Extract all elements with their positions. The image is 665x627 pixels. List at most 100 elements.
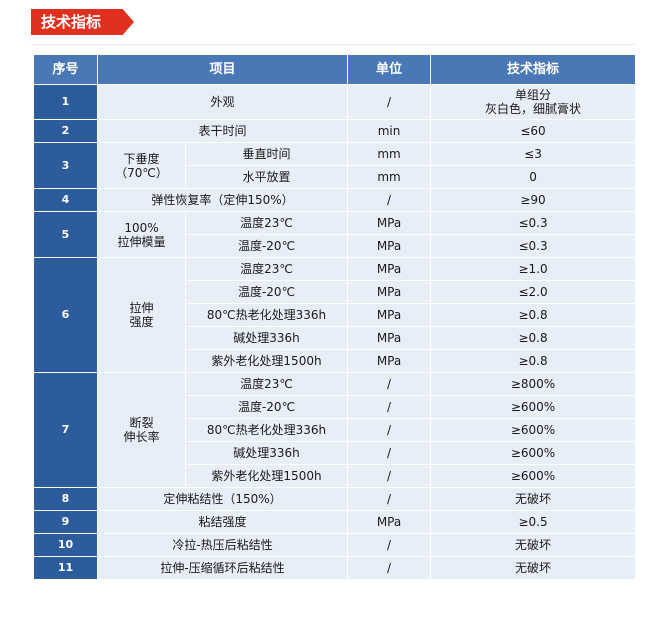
sub-unit: mm (347, 165, 432, 189)
row-spec: 无破坏 (430, 556, 637, 580)
table-row: 1 外观 / 单组分 灰白色，细腻膏状 (33, 84, 637, 120)
row-item: 拉伸-压缩循环后粘结性 (96, 556, 349, 580)
group-line: 强度 (129, 315, 154, 329)
row-number: 6 (33, 257, 98, 373)
row-unit: / (347, 84, 432, 120)
row-group: 拉伸 强度 (97, 257, 186, 373)
row-item: 表干时间 (96, 119, 349, 143)
row-unit: / (347, 188, 432, 212)
sub-item: 80℃热老化处理336h (184, 303, 349, 327)
sub-spec: 0 (430, 165, 637, 189)
row-number: 1 (33, 84, 98, 120)
sub-spec: ≤3 (430, 142, 637, 166)
row-number: 8 (33, 487, 98, 511)
sub-spec: ≥600% (430, 441, 637, 465)
row-spec: 无破坏 (430, 487, 637, 511)
spec-line: 单组分 (515, 88, 552, 102)
row-unit: min (347, 119, 432, 143)
row-unit: MPa (347, 510, 432, 534)
table-row: 紫外老化处理1500h / ≥600% (34, 464, 637, 488)
table-row: 80℃热老化处理336h / ≥600% (34, 418, 637, 442)
group-line: 拉伸模量 (117, 234, 166, 249)
sub-unit: / (347, 464, 432, 488)
group-line: 伸长率 (123, 430, 160, 444)
table-row: 9 粘结强度 MPa ≥0.5 (33, 510, 637, 534)
sub-item: 垂直时间 (184, 142, 349, 166)
group-line: 100% (124, 220, 159, 235)
sub-item: 紫外老化处理1500h (184, 349, 349, 373)
row-number: 9 (33, 510, 98, 534)
row-spec: ≥90 (430, 188, 637, 212)
sub-spec: ≥0.8 (430, 326, 637, 350)
sub-spec: ≥600% (430, 464, 637, 488)
sub-item: 温度23℃ (184, 257, 349, 281)
table-row: 4 弹性恢复率（定伸150%） / ≥90 (33, 188, 637, 212)
sub-spec: ≥800% (430, 372, 637, 396)
table-row: 碱处理336h MPa ≥0.8 (34, 326, 637, 350)
sub-item: 碱处理336h (184, 326, 349, 350)
row-group: 下垂度 （70℃） (97, 142, 186, 189)
table-row: 温度-20℃ MPa ≤2.0 (34, 280, 637, 304)
table-row: 8 定伸粘结性（150%） / 无破坏 (33, 487, 637, 511)
row-group: 断裂 伸长率 (97, 372, 186, 488)
sub-unit: MPa (347, 257, 432, 281)
sub-spec: ≤2.0 (430, 280, 637, 304)
row-number: 5 (33, 211, 98, 258)
spec-line: 灰白色，细腻膏状 (485, 102, 582, 116)
row-unit: / (347, 487, 432, 511)
table-row: 3 下垂度 （70℃） 垂直时间 mm ≤3 (33, 142, 637, 189)
sub-item: 温度23℃ (184, 211, 349, 235)
sub-unit: MPa (347, 303, 432, 327)
sub-item: 温度-20℃ (184, 395, 349, 419)
row-item: 冷拉-热压后粘结性 (96, 533, 349, 557)
group-line: 断裂 (129, 416, 154, 430)
sub-spec: ≥0.8 (430, 349, 637, 373)
table-row: 温度-20℃ / ≥600% (34, 395, 637, 419)
row-item: 弹性恢复率（定伸150%） (96, 188, 349, 212)
row-number: 4 (33, 188, 98, 212)
table-row: 10 冷拉-热压后粘结性 / 无破坏 (33, 533, 637, 557)
row-unit: / (347, 533, 432, 557)
row-spec: ≤60 (430, 119, 637, 143)
sub-unit: / (347, 395, 432, 419)
sub-unit: mm (347, 142, 432, 166)
table-row: 温度-20℃ MPa ≤0.3 (34, 234, 637, 258)
sub-spec: ≥600% (430, 395, 637, 419)
table-row: 2 表干时间 min ≤60 (33, 119, 637, 143)
row-group: 100% 拉伸模量 (97, 211, 186, 258)
row-number: 7 (33, 372, 98, 488)
sub-unit: / (347, 441, 432, 465)
sub-item: 80℃热老化处理336h (184, 418, 349, 442)
row-item: 外观 (96, 84, 349, 120)
row-number: 2 (33, 119, 98, 143)
sub-unit: / (347, 418, 432, 442)
header-spec: 技术指标 (430, 54, 637, 85)
table-row: 11 拉伸-压缩循环后粘结性 / 无破坏 (33, 556, 637, 580)
group-line: （70℃） (115, 165, 168, 180)
row-number: 10 (33, 533, 98, 557)
row-spec: ≥0.5 (430, 510, 637, 534)
sub-spec: ≥0.8 (430, 303, 637, 327)
row-unit: / (347, 556, 432, 580)
sub-unit: MPa (347, 280, 432, 304)
table-row: 碱处理336h / ≥600% (34, 441, 637, 465)
sub-item: 温度23℃ (184, 372, 349, 396)
group-line: 拉伸 (129, 301, 154, 315)
header-no: 序号 (33, 54, 98, 85)
sub-spec: ≥600% (430, 418, 637, 442)
table-row: 6 拉伸 强度 温度23℃ MPa ≥1.0 (33, 257, 637, 373)
section-title: 技术指标 (31, 9, 134, 35)
table-header-row: 序号 项目 单位 技术指标 (33, 54, 637, 85)
sub-spec: ≤0.3 (430, 211, 637, 235)
sub-unit: MPa (347, 349, 432, 373)
row-number: 3 (33, 142, 98, 189)
sub-item: 紫外老化处理1500h (184, 464, 349, 488)
table-row: 水平放置 mm 0 (34, 165, 637, 189)
spec-table: 序号 项目 单位 技术指标 1 外观 / 单组分 灰白色，细腻膏状 2 表干时间… (33, 54, 637, 580)
sub-unit: / (347, 372, 432, 396)
sub-item: 温度-20℃ (184, 280, 349, 304)
row-spec: 单组分 灰白色，细腻膏状 (430, 84, 637, 120)
sub-item: 温度-20℃ (184, 234, 349, 258)
group-line: 下垂度 (123, 151, 160, 166)
row-spec: 无破坏 (430, 533, 637, 557)
